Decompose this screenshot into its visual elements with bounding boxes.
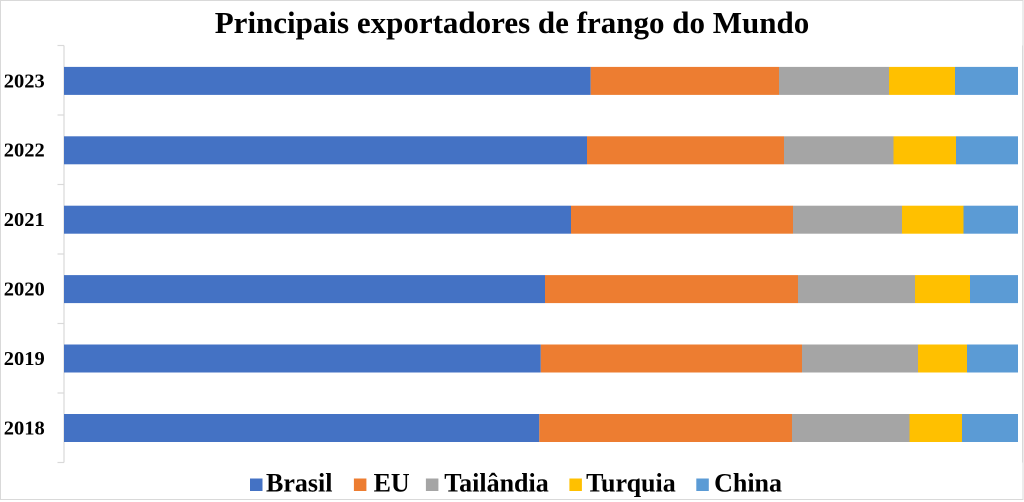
svg-text:2020: 2020	[4, 279, 45, 301]
svg-text:Principais exportadores de fra: Principais exportadores de frango do Mun…	[215, 5, 809, 40]
svg-text:EU: EU	[374, 468, 410, 497]
svg-text:2021: 2021	[4, 209, 45, 231]
svg-text:Turquia: Turquia	[586, 468, 676, 497]
svg-text:2019: 2019	[4, 348, 45, 370]
svg-text:Tailândia: Tailândia	[444, 468, 549, 497]
svg-text:2022: 2022	[4, 140, 45, 162]
svg-text:China: China	[714, 468, 782, 497]
svg-text:2018: 2018	[4, 418, 45, 440]
svg-text:Brasil: Brasil	[266, 468, 332, 497]
svg-text:2023: 2023	[4, 70, 45, 92]
